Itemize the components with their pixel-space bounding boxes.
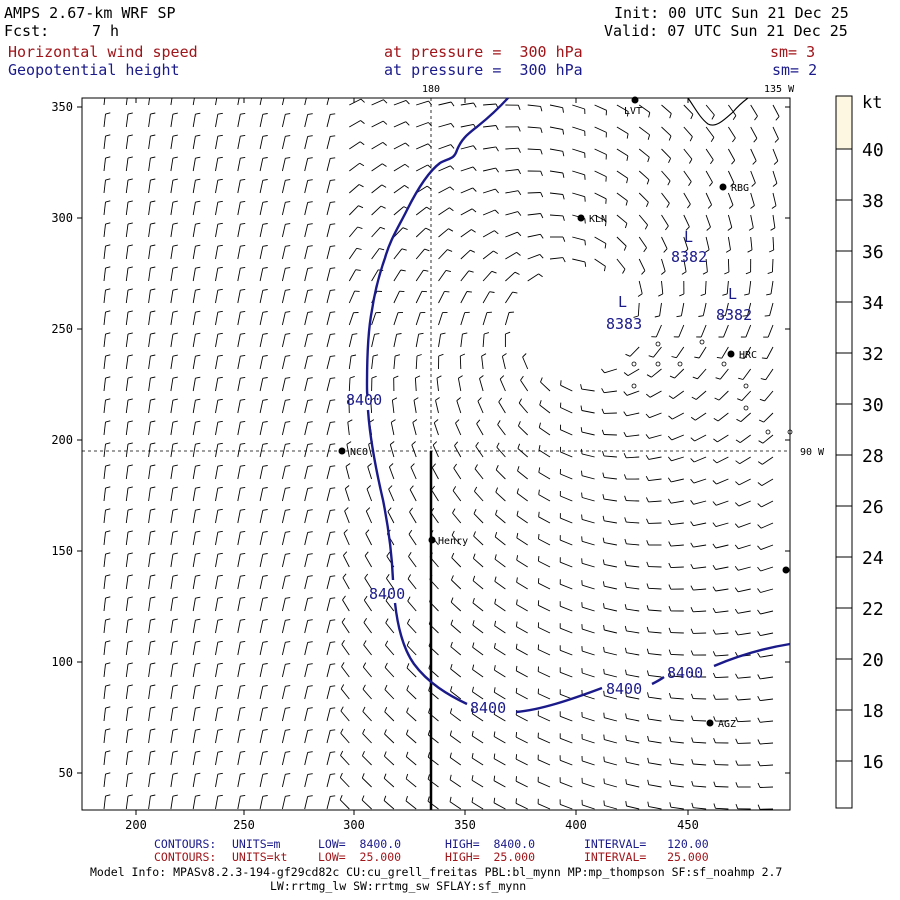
colorbar-tick-label: 28 <box>862 446 884 467</box>
colorbar-tick-label: 26 <box>862 497 884 518</box>
colorbar-unit: kt <box>862 93 882 113</box>
y-tick-label: 150 <box>51 544 73 558</box>
y-tick-label: 350 <box>51 100 73 114</box>
contour-label: 8400 <box>667 664 703 682</box>
map-frame <box>81 97 791 811</box>
low-marker: L <box>728 285 737 303</box>
station-label: KLN <box>589 214 607 225</box>
forecast-hour: 7 h <box>92 22 120 40</box>
colorbar-fill <box>836 96 852 149</box>
station-label: LVT <box>624 106 642 117</box>
model-title: AMPS 2.67-km WRF SP <box>4 4 176 22</box>
x-tick-label: 250 <box>233 818 255 832</box>
contour-label: 8400 <box>606 680 642 698</box>
footer-model-info: Model Info: MPASv8.2.3-194-gf29cd82c CU:… <box>90 865 783 879</box>
meridian-label-180: 180 <box>422 84 440 95</box>
colorbar-tick-label: 24 <box>862 548 884 569</box>
contour-label: 8400 <box>470 699 506 717</box>
colorbar-tick-label: 38 <box>862 191 884 212</box>
contour-label: 8400 <box>369 585 405 603</box>
low-value: 8382 <box>716 306 752 324</box>
footer-high-2: HIGH= 25.000 <box>445 850 536 864</box>
station-label: NCO <box>350 447 368 458</box>
wind-barbs <box>103 98 780 810</box>
low-centers: L 8382 L 8383 L 8382 <box>606 228 752 333</box>
footer-contour-label-1: CONTOURS: <box>154 837 217 851</box>
low-marker: L <box>618 293 627 311</box>
x-tick-label: 200 <box>125 818 147 832</box>
colorbar-tick-label: 36 <box>862 242 884 263</box>
footer-high-1: HIGH= 8400.0 <box>445 837 536 851</box>
colorbar-tick-label: 22 <box>862 599 884 620</box>
init-time: Init: 00 UTC Sun 21 Dec 25 <box>614 4 849 22</box>
station-label: AGZ <box>718 719 736 730</box>
footer-low-2: LOW= 25.000 <box>318 850 402 864</box>
x-tick-label: 450 <box>677 818 699 832</box>
colorbar: kt 40 38 36 34 32 30 28 26 24 22 20 18 16 <box>835 93 884 809</box>
footer-interval-1: INTERVAL= 120.00 <box>584 837 709 851</box>
y-axis: 350 300 250 200 150 100 50 <box>51 100 790 780</box>
footer-units-1: UNITS=m <box>232 837 281 851</box>
colorbar-ticks: 40 38 36 34 32 30 28 26 24 22 20 18 16 <box>836 140 884 773</box>
colorbar-tick-label: 34 <box>862 293 884 314</box>
station-label: RBG <box>731 183 749 194</box>
y-tick-label: 300 <box>51 211 73 225</box>
y-tick-label: 200 <box>51 433 73 447</box>
y-tick-label: 250 <box>51 322 73 336</box>
colorbar-tick-label: 18 <box>862 701 884 722</box>
y-tick-label: 50 <box>59 766 73 780</box>
x-tick-label: 300 <box>343 818 365 832</box>
colorbar-tick-label: 40 <box>862 140 884 161</box>
stations: LVT RBG KLN HRC NCO Henry AGZ <box>338 96 790 730</box>
footer-units-2: UNITS=kt <box>232 850 288 864</box>
low-marker: L <box>684 228 693 246</box>
footer-contour-label-2: CONTOURS: <box>154 850 217 864</box>
station-label: Henry <box>438 536 468 547</box>
low-value: 8382 <box>671 248 707 266</box>
valid-time: Valid: 07 UTC Sun 21 Dec 25 <box>604 22 848 40</box>
x-tick-label: 350 <box>454 818 476 832</box>
meridian-label-135w: 135 W <box>764 84 795 95</box>
x-axis: 200 250 300 350 400 450 <box>125 98 699 832</box>
forecast-label: Fcst: <box>4 22 50 40</box>
colorbar-tick-label: 20 <box>862 650 884 671</box>
footer-interval-2: INTERVAL= 25.000 <box>584 850 709 864</box>
footer-low-1: LOW= 8400.0 <box>318 837 402 851</box>
height-contour <box>365 97 791 714</box>
map-plot: 8400 8400 8400 8400 8400 L 8382 L 8383 L… <box>51 84 884 832</box>
colorbar-tick-label: 32 <box>862 344 884 365</box>
field2-smoothing: sm= 2 <box>772 61 818 79</box>
x-tick-label: 400 <box>565 818 587 832</box>
field1-name: Horizontal wind speed <box>8 43 198 61</box>
colorbar-tick-label: 16 <box>862 752 884 773</box>
contour-label: 8400 <box>346 391 382 409</box>
low-value: 8383 <box>606 315 642 333</box>
field2-name: Geopotential height <box>8 61 180 79</box>
coastline <box>687 97 749 126</box>
field2-level: at pressure = 300 hPa <box>384 61 583 79</box>
meridian-label-90w: 90 W <box>800 447 825 458</box>
y-tick-label: 100 <box>51 655 73 669</box>
footer-model-info-2: LW:rrtmg_lw SW:rrtmg_sw SFLAY:sf_mynn <box>270 879 527 893</box>
colorbar-tick-label: 30 <box>862 395 884 416</box>
station-label: HRC <box>739 350 757 361</box>
contour-labels: 8400 8400 8400 8400 8400 <box>346 391 703 717</box>
field1-smoothing: sm= 3 <box>770 43 816 61</box>
calm-markers <box>631 339 793 435</box>
field1-level: at pressure = 300 hPa <box>384 43 583 61</box>
